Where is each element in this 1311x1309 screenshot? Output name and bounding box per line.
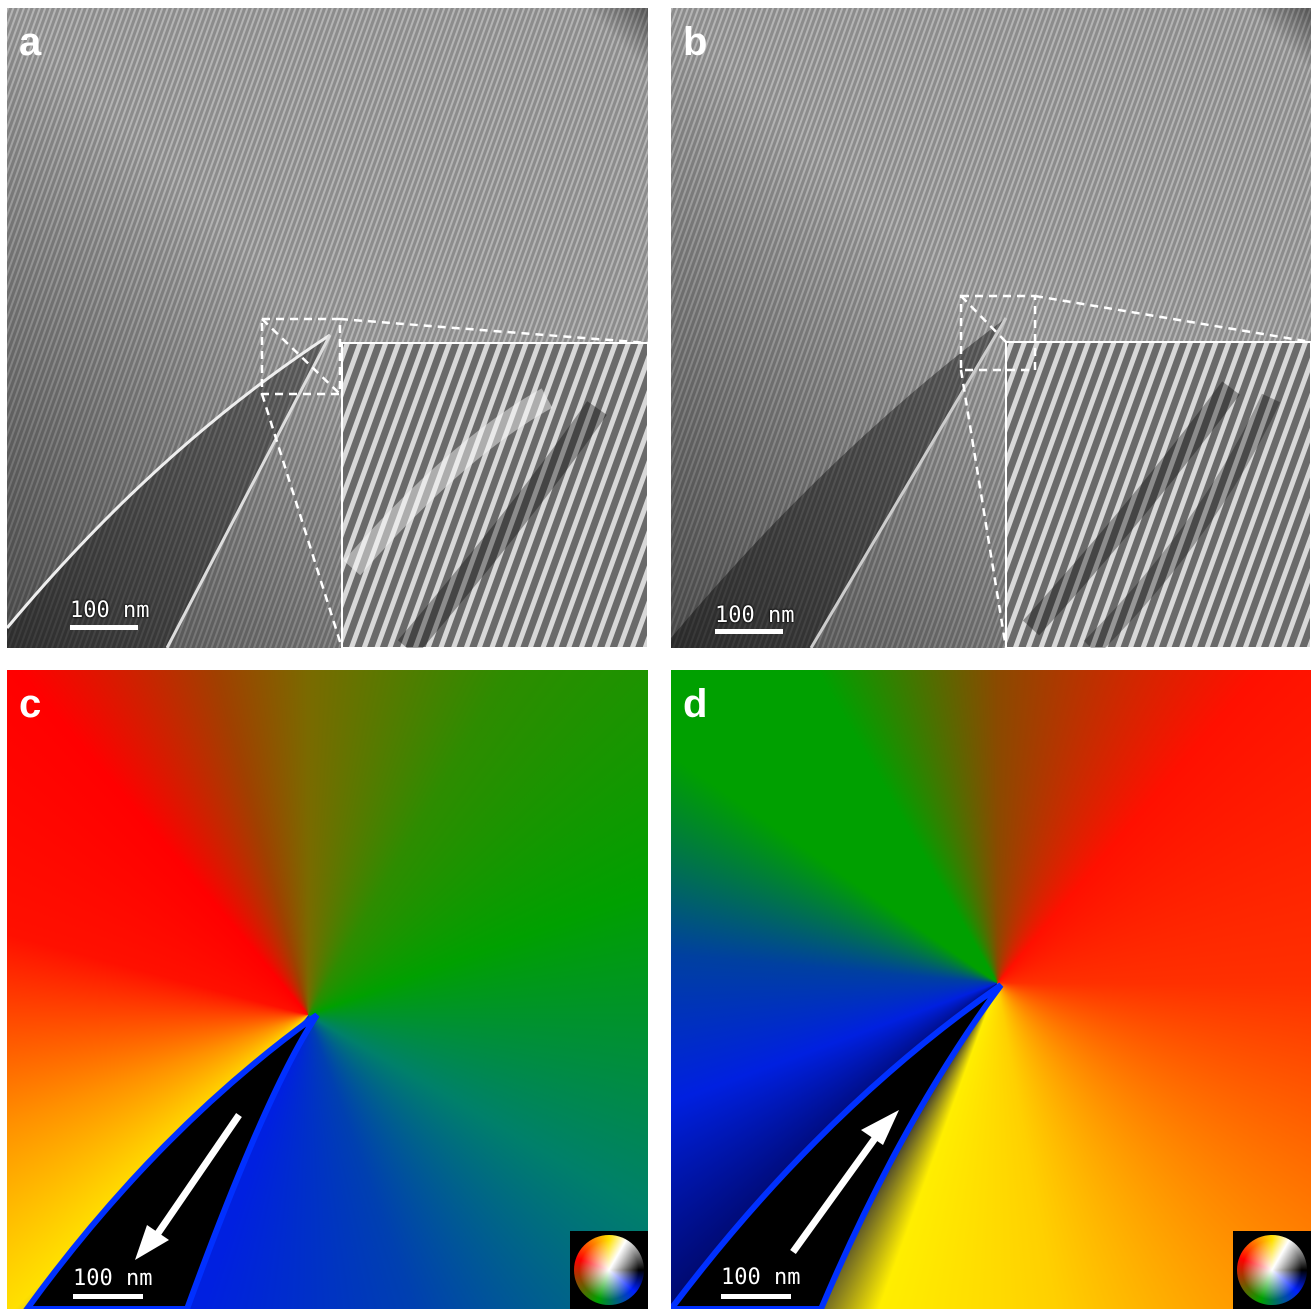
scale-bar-label: 100 nm: [715, 603, 794, 628]
scale-bar-label: 100 nm: [70, 598, 149, 623]
panel-d: d 100 nm: [671, 670, 1311, 1309]
scale-bar: [721, 1294, 791, 1299]
panel-b: b 100 nm: [671, 8, 1311, 648]
phase-map: [671, 670, 1311, 1309]
figure: a 100 nm b 100 nm: [0, 0, 1311, 1309]
panel-label: c: [19, 684, 41, 724]
panel-a: a 100 nm: [7, 8, 648, 648]
phase-map: [7, 670, 648, 1309]
scale-bar: [715, 629, 783, 634]
color-wheel: [570, 1231, 648, 1309]
panel-c: c 100 nm: [7, 670, 648, 1309]
scale-bar: [70, 625, 138, 630]
scale-bar-label: 100 nm: [721, 1265, 800, 1290]
micrograph: [671, 8, 1311, 648]
scale-bar: [73, 1294, 143, 1299]
panel-label: b: [683, 22, 707, 62]
scale-bar-label: 100 nm: [73, 1266, 152, 1291]
panel-label: a: [19, 22, 41, 62]
micrograph: [7, 8, 648, 648]
color-wheel: [1233, 1231, 1311, 1309]
panel-label: d: [683, 684, 707, 724]
